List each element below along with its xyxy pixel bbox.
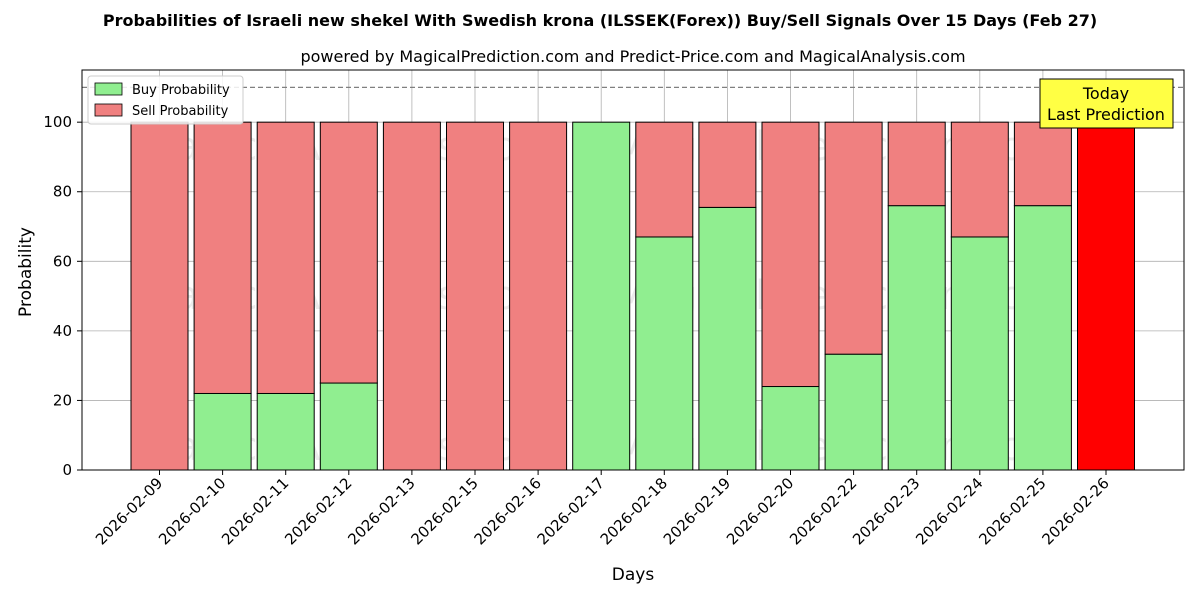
chart-subtitle: powered by MagicalPrediction.com and Pre… xyxy=(300,47,965,66)
x-tick-label: 2026-02-15 xyxy=(407,474,481,548)
legend-frame xyxy=(87,75,244,125)
today-annotation-line1: Today xyxy=(1082,84,1129,103)
plot-frame xyxy=(81,69,1185,471)
bar-sell xyxy=(446,121,504,471)
bar-sell xyxy=(887,121,946,207)
y-tick-label: 0 xyxy=(62,461,72,479)
x-tick-label: 2026-02-24 xyxy=(912,474,986,548)
y-ticks: 0 20 40 60 80 100 xyxy=(43,113,82,479)
bars xyxy=(130,121,1135,471)
bar-sell xyxy=(256,121,315,394)
bar-buy xyxy=(256,392,315,471)
bar-sell xyxy=(193,121,252,394)
bar-buy xyxy=(761,386,820,471)
bar-sell xyxy=(382,121,441,471)
today-annotation-line2: Last Prediction xyxy=(1047,105,1165,124)
legend-label-buy: Buy Probability xyxy=(132,83,230,98)
legend-label-sell: Sell Probability xyxy=(132,104,229,119)
bar-sell xyxy=(509,121,568,471)
y-axis-label: Probability xyxy=(16,227,36,317)
x-tick-label: 2026-02-09 xyxy=(92,474,166,548)
today-annotation-box xyxy=(1039,78,1174,129)
bar-buy xyxy=(193,392,252,471)
x-tick-label: 2026-02-22 xyxy=(786,474,860,548)
y-tick-label: 40 xyxy=(53,322,72,340)
y-tick-label: 100 xyxy=(43,113,72,131)
bar-buy xyxy=(1013,205,1072,471)
bar-sell xyxy=(761,121,820,388)
bar-buy xyxy=(950,236,1009,471)
bar-sell xyxy=(698,121,757,208)
x-tick-label: 2026-02-25 xyxy=(975,474,1049,548)
bar-sell xyxy=(824,121,883,355)
x-tick-label: 2026-02-20 xyxy=(723,474,797,548)
legend-swatch-buy xyxy=(94,82,123,96)
x-tick-label: 2026-02-12 xyxy=(281,474,355,548)
bar-sell xyxy=(319,121,378,384)
bar-buy xyxy=(319,382,378,471)
bar-buy xyxy=(635,236,694,471)
chart-title: Probabilities of Israeli new shekel With… xyxy=(103,11,1097,30)
y-tick-label: 80 xyxy=(53,183,72,201)
legend: Buy Probability Sell Probability xyxy=(87,75,244,125)
axes xyxy=(81,69,1185,471)
x-tick-label: 2026-02-19 xyxy=(660,474,734,548)
x-axis-label: Days xyxy=(612,565,655,585)
y-tick-label: 60 xyxy=(53,252,72,270)
bar-buy xyxy=(887,205,946,471)
y-tick-label: 20 xyxy=(53,391,72,409)
bar-sell xyxy=(1077,121,1135,471)
x-tick-label: 2026-02-11 xyxy=(218,474,292,548)
x-tick-label: 2026-02-26 xyxy=(1038,474,1112,548)
x-tick-label: 2026-02-13 xyxy=(344,474,418,548)
x-tick-label: 2026-02-23 xyxy=(849,474,923,548)
bar-sell xyxy=(1013,121,1072,207)
bar-sell xyxy=(950,121,1009,238)
bar-buy xyxy=(824,353,883,471)
bar-sell xyxy=(130,121,189,471)
bar-buy xyxy=(572,121,631,471)
x-tick-label: 2026-02-18 xyxy=(597,474,671,548)
x-tick-label: 2026-02-10 xyxy=(155,474,229,548)
bar-buy xyxy=(698,206,757,471)
today-annotation: Today Last Prediction xyxy=(1039,78,1174,129)
x-tick-label: 2026-02-16 xyxy=(471,474,545,548)
bar-sell xyxy=(635,121,694,238)
legend-swatch-sell xyxy=(94,103,123,117)
x-tick-label: 2026-02-17 xyxy=(534,474,608,548)
x-ticks: 2026-02-092026-02-102026-02-112026-02-12… xyxy=(92,470,1113,548)
